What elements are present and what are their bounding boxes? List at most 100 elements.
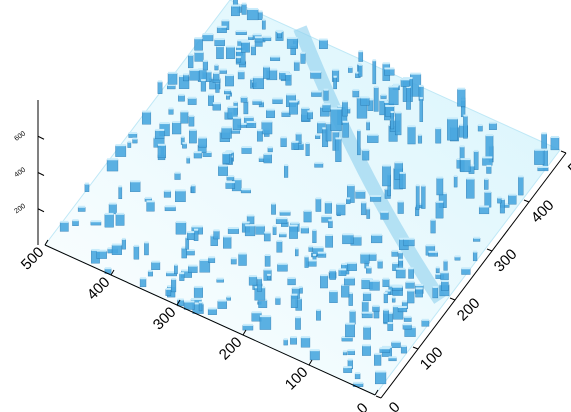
building-roof [251,311,262,314]
building [256,130,263,142]
building-roof [379,99,388,102]
building-roof [155,128,165,131]
building [272,98,283,104]
building-roof [338,268,347,271]
building-roof [188,264,198,267]
building [309,350,320,361]
building-roof [534,148,545,151]
building-roof [391,340,401,343]
building-roof [183,73,189,76]
building-roof [244,115,254,118]
building-roof [171,277,176,280]
building-roof [542,148,548,151]
building-roof [419,97,423,100]
building [357,130,361,156]
x-tick-label: 100 [282,364,312,394]
building-roof [383,308,389,311]
building-roof [167,83,176,86]
building-roof [286,93,296,96]
building-roof [107,158,118,161]
building-roof [428,250,438,253]
building [187,232,195,240]
building-roof [360,252,370,255]
building [198,302,203,312]
building [488,123,497,130]
building [231,5,240,17]
building-roof [214,38,225,41]
building [360,253,370,264]
building-roof [182,142,187,145]
building [186,157,191,164]
building-roof [460,158,471,161]
building [215,82,220,93]
building-roof [225,181,235,184]
x-tick-label: 300 [150,304,180,334]
building [222,153,230,164]
building [213,230,220,240]
building [202,152,212,157]
building-roof [301,226,309,229]
building-roof [295,132,302,135]
building-roof [285,73,292,76]
building-roof [191,298,202,301]
building [90,221,102,226]
building-roof [235,29,247,32]
building [271,203,276,215]
building-roof [396,267,406,270]
building-roof [241,40,250,43]
building [341,285,350,298]
building [230,258,237,265]
building [128,133,138,138]
building-roof [550,135,560,138]
building [258,300,268,308]
building-roof [390,111,394,114]
building [272,226,277,235]
building-roof [398,258,403,261]
building-roof [237,122,247,125]
building [275,218,288,224]
building-roof [266,68,277,71]
building-roof [363,325,371,328]
building-roof [250,77,254,80]
building-roof [241,188,251,191]
building-roof [237,39,249,42]
building [77,207,86,212]
building [485,135,494,160]
building-roof [238,252,247,255]
building [261,19,266,30]
building-roof [142,110,151,113]
building-roof [447,117,458,120]
building-roof [329,290,338,293]
building-roof [181,246,187,249]
building [280,137,287,147]
building [183,74,189,82]
building [374,354,382,366]
building [121,239,126,250]
building-roof [193,228,199,231]
building-roof [295,247,299,250]
building [373,87,379,112]
building [367,135,379,143]
building-roof [290,336,297,339]
building-roof [362,311,373,314]
building [300,53,306,64]
building-roof [382,164,391,167]
building [497,197,502,204]
building-roof [311,90,322,93]
building [244,225,256,237]
building-roof [284,164,288,167]
building [200,80,207,92]
building-roof [432,285,438,288]
building [202,61,209,71]
building-roof [214,63,219,66]
building-roof [361,278,373,281]
building-roof [225,74,234,77]
building-roof [383,291,388,294]
building-roof [377,259,383,262]
building-roof [355,372,361,375]
buildings [59,0,560,387]
building-roof [254,36,266,39]
building-roof [221,19,229,22]
building-roof [317,121,326,124]
building-roof [332,68,339,71]
